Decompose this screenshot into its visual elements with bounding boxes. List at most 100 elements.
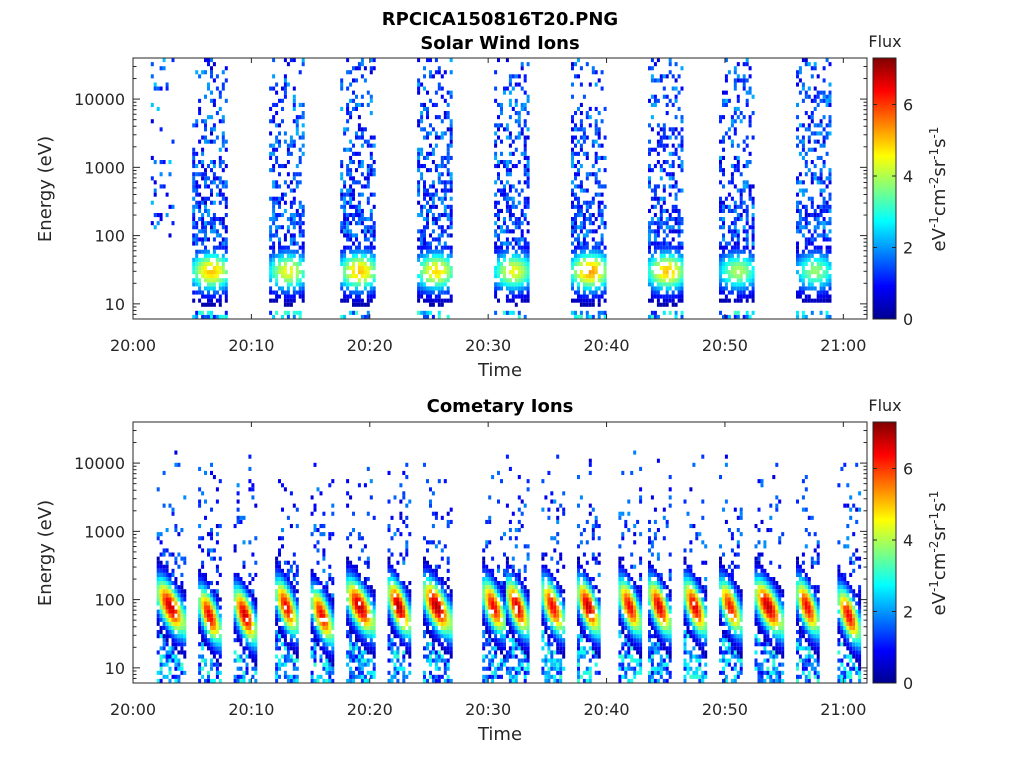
spectrogram-cell	[387, 670, 391, 675]
spectrogram-cell	[574, 204, 577, 209]
spectrogram-cell	[215, 597, 219, 602]
spectrogram-cell	[577, 74, 580, 79]
spectrogram-cell	[662, 74, 666, 79]
spectrogram-cell	[322, 601, 326, 606]
spectrogram-cell	[286, 560, 290, 565]
spectrogram-cell	[283, 662, 287, 667]
spectrogram-cell	[180, 528, 184, 533]
spectrogram-cell	[201, 217, 205, 222]
spectrogram-cell	[588, 200, 592, 205]
spectrogram-cell	[680, 127, 684, 132]
spectrogram-cell	[355, 208, 358, 213]
spectrogram-cell	[482, 666, 486, 671]
spectrogram-cell	[283, 560, 287, 565]
spectrogram-cell	[183, 609, 187, 614]
spectrogram-cell	[671, 274, 675, 279]
spectrogram-cell	[736, 310, 740, 315]
spectrogram-cell	[733, 282, 737, 287]
spectrogram-cell	[810, 204, 814, 209]
spectrogram-cell	[431, 249, 435, 254]
spectrogram-cell	[349, 630, 353, 635]
spectrogram-cell	[511, 245, 515, 250]
spectrogram-cell	[355, 151, 358, 156]
spectrogram-cell	[494, 86, 498, 91]
spectrogram-cell	[449, 650, 453, 655]
spectrogram-cell	[440, 200, 444, 205]
spectrogram-cell	[420, 253, 424, 258]
spectrogram-cell	[796, 245, 799, 250]
spectrogram-cell	[212, 597, 216, 602]
spectrogram-cell	[431, 650, 435, 655]
spectrogram-cell	[322, 524, 326, 529]
spectrogram-cell	[440, 164, 444, 169]
spectrogram-cell	[357, 249, 361, 254]
spectrogram-cell	[310, 638, 314, 643]
spectrogram-cell	[828, 286, 832, 291]
spectrogram-cell	[736, 155, 740, 160]
spectrogram-cell	[600, 257, 604, 262]
spectrogram-cell	[650, 168, 654, 173]
spectrogram-cell	[159, 127, 163, 132]
spectrogram-cell	[437, 666, 441, 671]
spectrogram-cell	[363, 617, 367, 622]
spectrogram-cell	[313, 589, 317, 594]
spectrogram-cell	[215, 670, 219, 675]
spectrogram-cell	[511, 139, 515, 144]
spectrogram-cell	[600, 143, 604, 148]
spectrogram-cell	[579, 66, 583, 71]
spectrogram-cell	[286, 257, 290, 262]
spectrogram-cell	[677, 294, 681, 299]
spectrogram-cell	[434, 274, 438, 279]
spectrogram-cell	[443, 229, 447, 234]
spectrogram-cell	[600, 290, 604, 295]
spectrogram-cell	[366, 229, 370, 234]
spectrogram-cell	[674, 286, 678, 291]
spectrogram-cell	[310, 674, 314, 679]
spectrogram-cell	[494, 233, 498, 238]
spectrogram-cell	[571, 62, 574, 67]
spectrogram-cell	[828, 298, 832, 303]
spectrogram-cell	[577, 204, 580, 209]
spectrogram-cell	[298, 233, 302, 238]
spectrogram-cell	[440, 180, 444, 185]
spectrogram-cell	[198, 98, 202, 103]
spectrogram-cell	[165, 654, 169, 659]
spectrogram-cell	[517, 123, 521, 128]
spectrogram-cell	[801, 139, 805, 144]
spectrogram-cell	[668, 217, 672, 222]
spectrogram-cell	[210, 528, 213, 533]
spectrogram-cell	[236, 519, 240, 524]
spectrogram-cell	[168, 585, 172, 590]
spectrogram-cell	[742, 188, 746, 193]
spectrogram-cell	[295, 278, 299, 283]
spectrogram-cell	[653, 257, 657, 262]
spectrogram-cell	[233, 630, 237, 635]
spectrogram-cell	[739, 192, 743, 197]
spectrogram-cell	[497, 200, 500, 205]
spectrogram-cell	[372, 168, 376, 173]
spectrogram-cell	[520, 188, 524, 193]
spectrogram-cell	[387, 621, 391, 626]
spectrogram-cell	[801, 82, 805, 87]
spectrogram-cell	[819, 123, 823, 128]
spectrogram-cell	[497, 253, 500, 258]
spectrogram-cell	[497, 237, 500, 242]
spectrogram-cell	[298, 213, 302, 218]
spectrogram-cell	[242, 605, 246, 610]
spectrogram-cell	[207, 278, 210, 283]
spectrogram-cell	[366, 670, 370, 675]
spectrogram-cell	[316, 613, 320, 618]
spectrogram-cell	[343, 274, 347, 279]
spectrogram-cell	[390, 642, 394, 647]
spectrogram-cell	[798, 123, 802, 128]
spectrogram-cell	[195, 204, 199, 209]
spectrogram-cell	[822, 164, 826, 169]
spectrogram-cell	[597, 127, 601, 132]
spectrogram-cell	[215, 233, 219, 238]
spectrogram-cell	[366, 310, 370, 315]
spectrogram-cell	[423, 298, 426, 303]
spectrogram-cell	[210, 274, 213, 279]
spectrogram-cell	[369, 70, 373, 75]
spectrogram-cell	[588, 204, 592, 209]
spectrogram-cell	[825, 98, 829, 103]
